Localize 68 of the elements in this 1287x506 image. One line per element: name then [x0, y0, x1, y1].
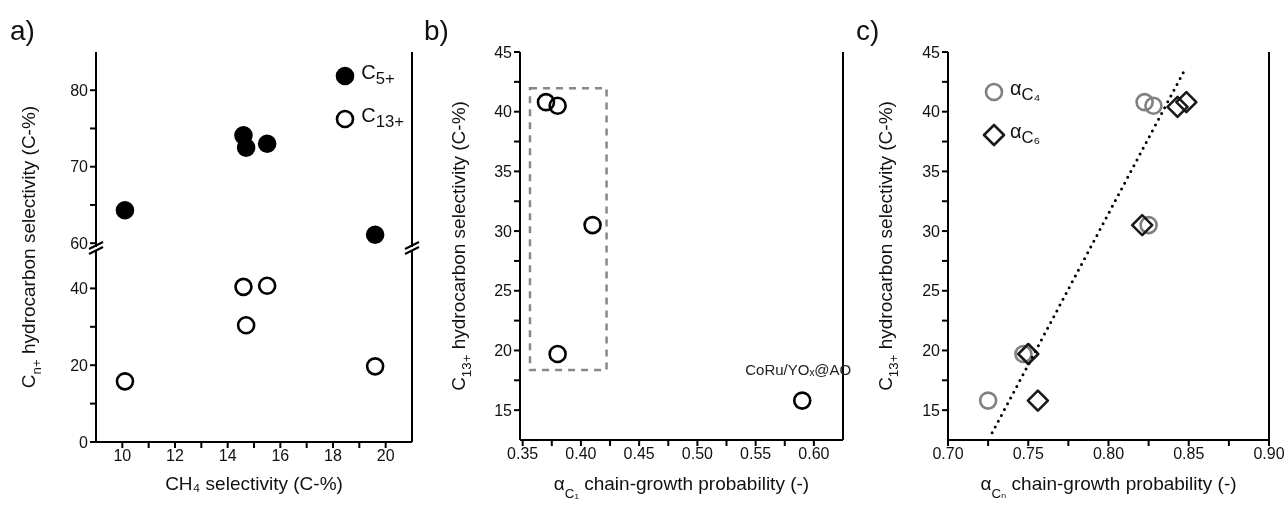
- point: [115, 200, 135, 220]
- x-axis-title: α$_{Cₙ}$ chain-growth probability (-): [980, 473, 1237, 501]
- point: [234, 277, 253, 297]
- x-tick-label: 12: [166, 447, 184, 465]
- point: [365, 225, 385, 245]
- x-tick-label: 14: [218, 447, 237, 465]
- point: [1166, 95, 1189, 119]
- point: [1175, 90, 1198, 114]
- y-tick-label: 45: [922, 43, 941, 61]
- legend-label: C$_{13+}$: [361, 103, 404, 133]
- x-tick-label: 10: [113, 447, 132, 465]
- point: [1026, 389, 1050, 412]
- x-axis-title: CH₄ selectivity (C-%): [165, 473, 343, 494]
- x-tick-label: 0.35: [507, 445, 539, 463]
- x-tick-label: 0.60: [798, 445, 830, 463]
- x-tick-label: 18: [324, 447, 342, 465]
- point: [1144, 96, 1163, 116]
- y-tick-label: 15: [494, 401, 513, 419]
- y-tick-label: 20: [494, 342, 513, 360]
- point: [978, 391, 998, 410]
- x-tick-label: 20: [376, 447, 395, 465]
- y-tick-label: 25: [494, 282, 513, 300]
- point: [1130, 213, 1154, 237]
- point: [236, 138, 256, 157]
- y-tick-label: 60: [70, 234, 89, 252]
- y-tick-label: 30: [922, 222, 941, 240]
- legend-label: α$_{C₆}$: [1010, 119, 1041, 149]
- chart-title: c): [856, 15, 880, 46]
- legend-label: α$_{C₄}$: [1010, 76, 1041, 106]
- x-tick-label: 16: [271, 447, 290, 465]
- y-tick-label: 20: [922, 342, 941, 360]
- point: [536, 92, 556, 112]
- x-tick-label: 0.50: [681, 445, 714, 463]
- x-tick-label: 0.80: [1092, 445, 1125, 463]
- y-tick-label: 80: [70, 81, 89, 99]
- y-tick-label: 45: [494, 43, 513, 61]
- x-tick-label: 0.70: [932, 445, 964, 463]
- point: [1135, 92, 1154, 112]
- y-tick-label: 35: [494, 163, 513, 181]
- legend-label: C$_{5+}$: [361, 60, 395, 90]
- y-tick-label: 40: [494, 103, 513, 121]
- point: [548, 344, 567, 364]
- x-tick-label: 0.75: [1012, 445, 1044, 463]
- point: [236, 315, 256, 335]
- y-tick-label: 40: [922, 103, 941, 121]
- chart-title: a): [10, 15, 35, 46]
- point: [548, 96, 567, 116]
- y-tick-label: 35: [922, 163, 941, 181]
- point: [365, 357, 385, 376]
- y-tick-label: 20: [70, 356, 89, 374]
- point: [115, 372, 135, 391]
- x-tick-label: 0.90: [1253, 445, 1285, 463]
- point: [583, 215, 602, 235]
- y-tick-label: 70: [70, 158, 89, 176]
- y-tick-label: 30: [494, 222, 513, 240]
- point: [257, 134, 277, 154]
- y-tick-label: 40: [70, 280, 89, 298]
- x-tick-label: 0.45: [623, 445, 655, 463]
- x-axis-title: α$_{C₁}$ chain-growth probability (-): [553, 473, 810, 501]
- point: [257, 276, 277, 296]
- x-tick-label: 0.85: [1173, 445, 1205, 463]
- chart-title: b): [424, 15, 449, 46]
- x-tick-label: 0.55: [740, 445, 772, 463]
- y-tick-label: 0: [79, 433, 89, 451]
- y-tick-label: 25: [922, 282, 941, 300]
- point: [792, 391, 812, 410]
- x-tick-label: 0.40: [565, 445, 597, 463]
- y-tick-label: 15: [922, 401, 941, 419]
